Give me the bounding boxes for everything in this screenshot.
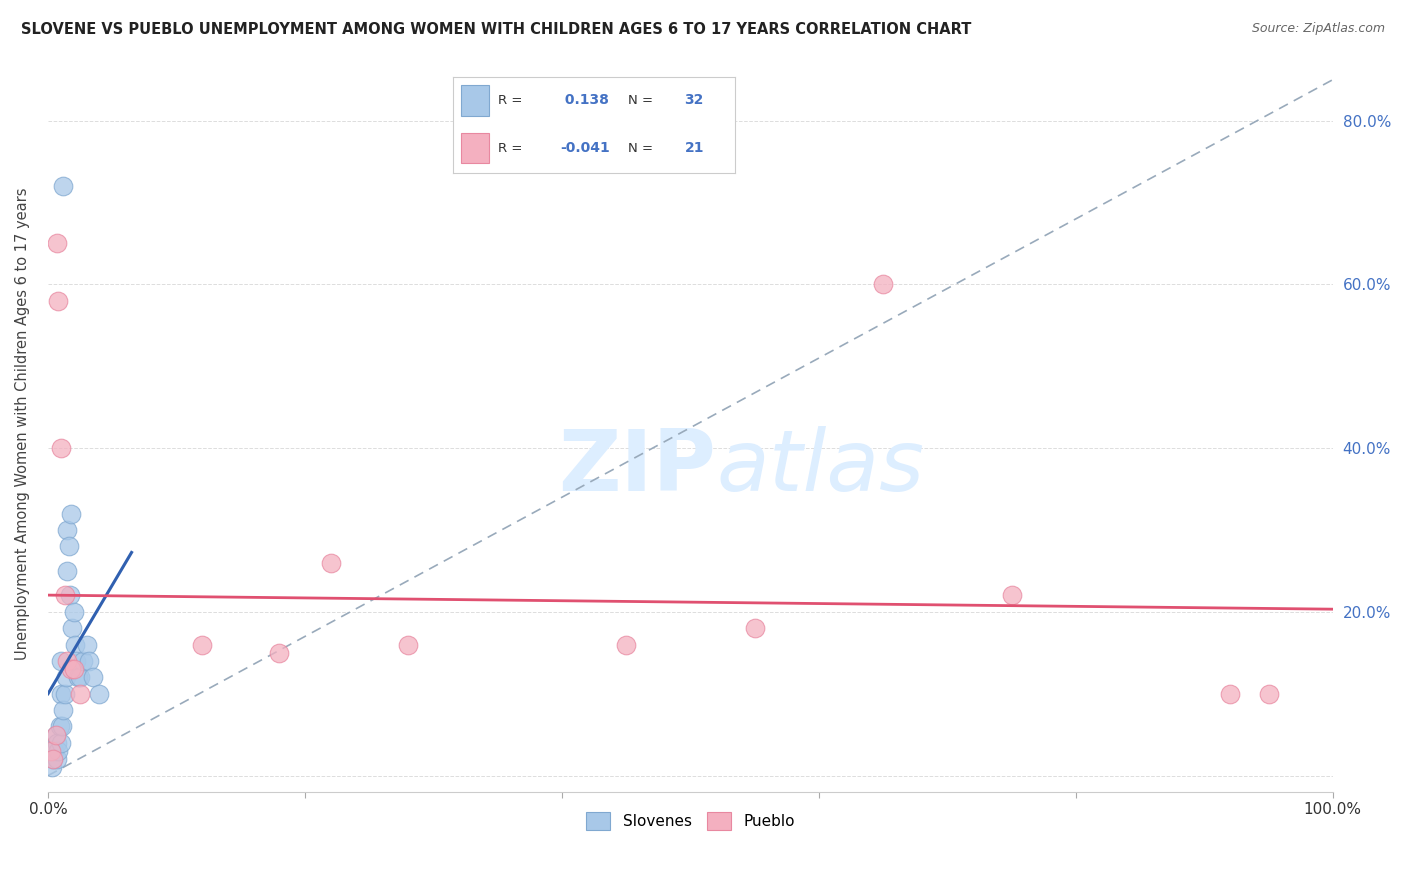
Point	[59, 589, 82, 603]
Point	[56, 654, 79, 668]
Point	[62, 621, 84, 635]
Point	[56, 523, 79, 537]
Point	[319, 556, 342, 570]
Point	[39, 744, 62, 758]
Point	[45, 728, 67, 742]
Point	[1219, 687, 1241, 701]
Point	[49, 654, 72, 668]
Text: SLOVENE VS PUEBLO UNEMPLOYMENT AMONG WOMEN WITH CHILDREN AGES 6 TO 17 YEARS CORR: SLOVENE VS PUEBLO UNEMPLOYMENT AMONG WOM…	[21, 22, 972, 37]
Point	[77, 654, 100, 668]
Point	[269, 646, 291, 660]
Point	[42, 752, 65, 766]
Point	[65, 654, 87, 668]
Point	[41, 760, 63, 774]
Point	[69, 670, 91, 684]
Point	[46, 293, 69, 308]
Point	[191, 638, 214, 652]
Legend: Slovenes, Pueblo: Slovenes, Pueblo	[579, 806, 801, 836]
Point	[42, 752, 65, 766]
Point	[49, 441, 72, 455]
Point	[396, 638, 419, 652]
Text: atlas: atlas	[716, 426, 924, 509]
Point	[60, 507, 83, 521]
Point	[46, 744, 69, 758]
Point	[72, 654, 94, 668]
Point	[60, 662, 83, 676]
Y-axis label: Unemployment Among Women with Children Ages 6 to 17 years: Unemployment Among Women with Children A…	[15, 187, 30, 660]
Point	[76, 638, 98, 652]
Point	[45, 728, 67, 742]
Point	[52, 703, 75, 717]
Point	[1000, 589, 1022, 603]
Point	[52, 179, 75, 194]
Text: ZIP: ZIP	[558, 426, 716, 509]
Point	[56, 564, 79, 578]
Point	[55, 670, 77, 684]
Point	[46, 736, 69, 750]
Point	[53, 589, 76, 603]
Point	[744, 621, 766, 635]
Point	[49, 736, 72, 750]
Point	[53, 687, 76, 701]
Point	[44, 744, 66, 758]
Point	[614, 638, 637, 652]
Point	[66, 670, 89, 684]
Point	[82, 670, 104, 684]
Text: Source: ZipAtlas.com: Source: ZipAtlas.com	[1251, 22, 1385, 36]
Point	[89, 687, 111, 701]
Point	[63, 638, 86, 652]
Point	[46, 236, 69, 251]
Point	[48, 719, 70, 733]
Point	[1257, 687, 1279, 701]
Point	[62, 662, 84, 676]
Point	[46, 752, 69, 766]
Point	[872, 277, 894, 292]
Point	[69, 687, 91, 701]
Point	[58, 540, 80, 554]
Point	[49, 687, 72, 701]
Point	[51, 719, 73, 733]
Point	[62, 605, 84, 619]
